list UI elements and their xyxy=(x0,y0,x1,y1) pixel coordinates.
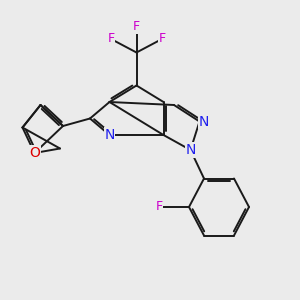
Text: F: F xyxy=(155,200,163,214)
Text: F: F xyxy=(133,20,140,34)
Text: N: N xyxy=(185,143,196,157)
Text: O: O xyxy=(29,146,40,160)
Text: N: N xyxy=(199,115,209,128)
Text: F: F xyxy=(158,32,166,46)
Text: N: N xyxy=(104,128,115,142)
Text: F: F xyxy=(107,32,115,46)
